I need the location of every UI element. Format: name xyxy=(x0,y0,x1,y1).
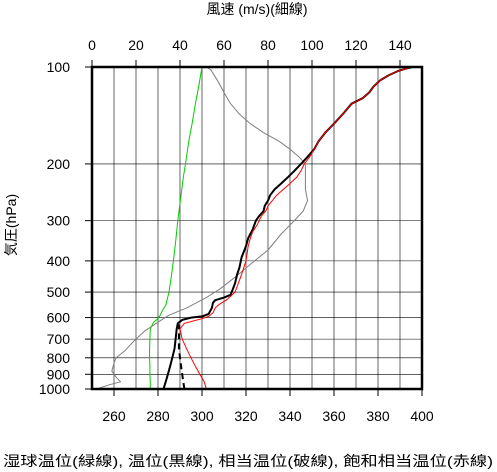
series-line-saturated-equivalent-potential-temperature xyxy=(179,66,414,390)
left-tick-label: 300 xyxy=(47,213,71,229)
left-tick-label: 400 xyxy=(47,253,71,269)
series-line-wind xyxy=(96,66,309,390)
top-tick-label: 60 xyxy=(216,37,232,53)
left-tick-label: 200 xyxy=(47,156,71,172)
bottom-tick-label: 300 xyxy=(190,408,214,424)
left-tick-label: 700 xyxy=(47,331,71,347)
left-tick-label: 800 xyxy=(47,350,71,366)
left-tick-label: 100 xyxy=(47,59,71,75)
left-tick-label: 900 xyxy=(47,366,71,382)
series-line-equivalent-potential-temperature xyxy=(177,324,186,390)
bottom-tick-label: 320 xyxy=(234,408,258,424)
bottom-tick-label: 340 xyxy=(278,408,302,424)
top-tick-label: 120 xyxy=(344,37,368,53)
series-line-wet-bulb-potential-temperature xyxy=(149,66,203,389)
left-tick-label: 500 xyxy=(47,284,71,300)
bottom-tick-label: 360 xyxy=(322,408,346,424)
left-tick-label: 1000 xyxy=(39,381,70,397)
top-tick-label: 100 xyxy=(300,37,324,53)
top-tick-label: 40 xyxy=(172,37,188,53)
chart-caption: 湿球温位(緑線), 温位(黒線), 相当温位(破線), 飽和相当温位(赤線) xyxy=(3,453,493,469)
axis-ticks: 260 280 300 320 340 360 380 400 0 20 40 60 80 100 120 1… xyxy=(39,37,434,424)
top-tick-label: 0 xyxy=(88,37,96,53)
top-tick-label: 80 xyxy=(260,37,276,53)
bottom-tick-label: 280 xyxy=(146,408,170,424)
bottom-tick-label: 380 xyxy=(366,408,390,424)
left-tick-label: 600 xyxy=(47,310,71,326)
left-axis-label: 気圧(hPa) xyxy=(3,194,19,256)
top-tick-label: 20 xyxy=(128,37,144,53)
plot-frame xyxy=(90,65,424,391)
series-layer xyxy=(96,66,414,390)
bottom-tick-label: 260 xyxy=(102,408,126,424)
bottom-tick-label: 400 xyxy=(410,408,434,424)
top-axis-label: 風速 (m/s)(細線) xyxy=(206,1,307,17)
top-tick-label: 140 xyxy=(388,37,412,53)
